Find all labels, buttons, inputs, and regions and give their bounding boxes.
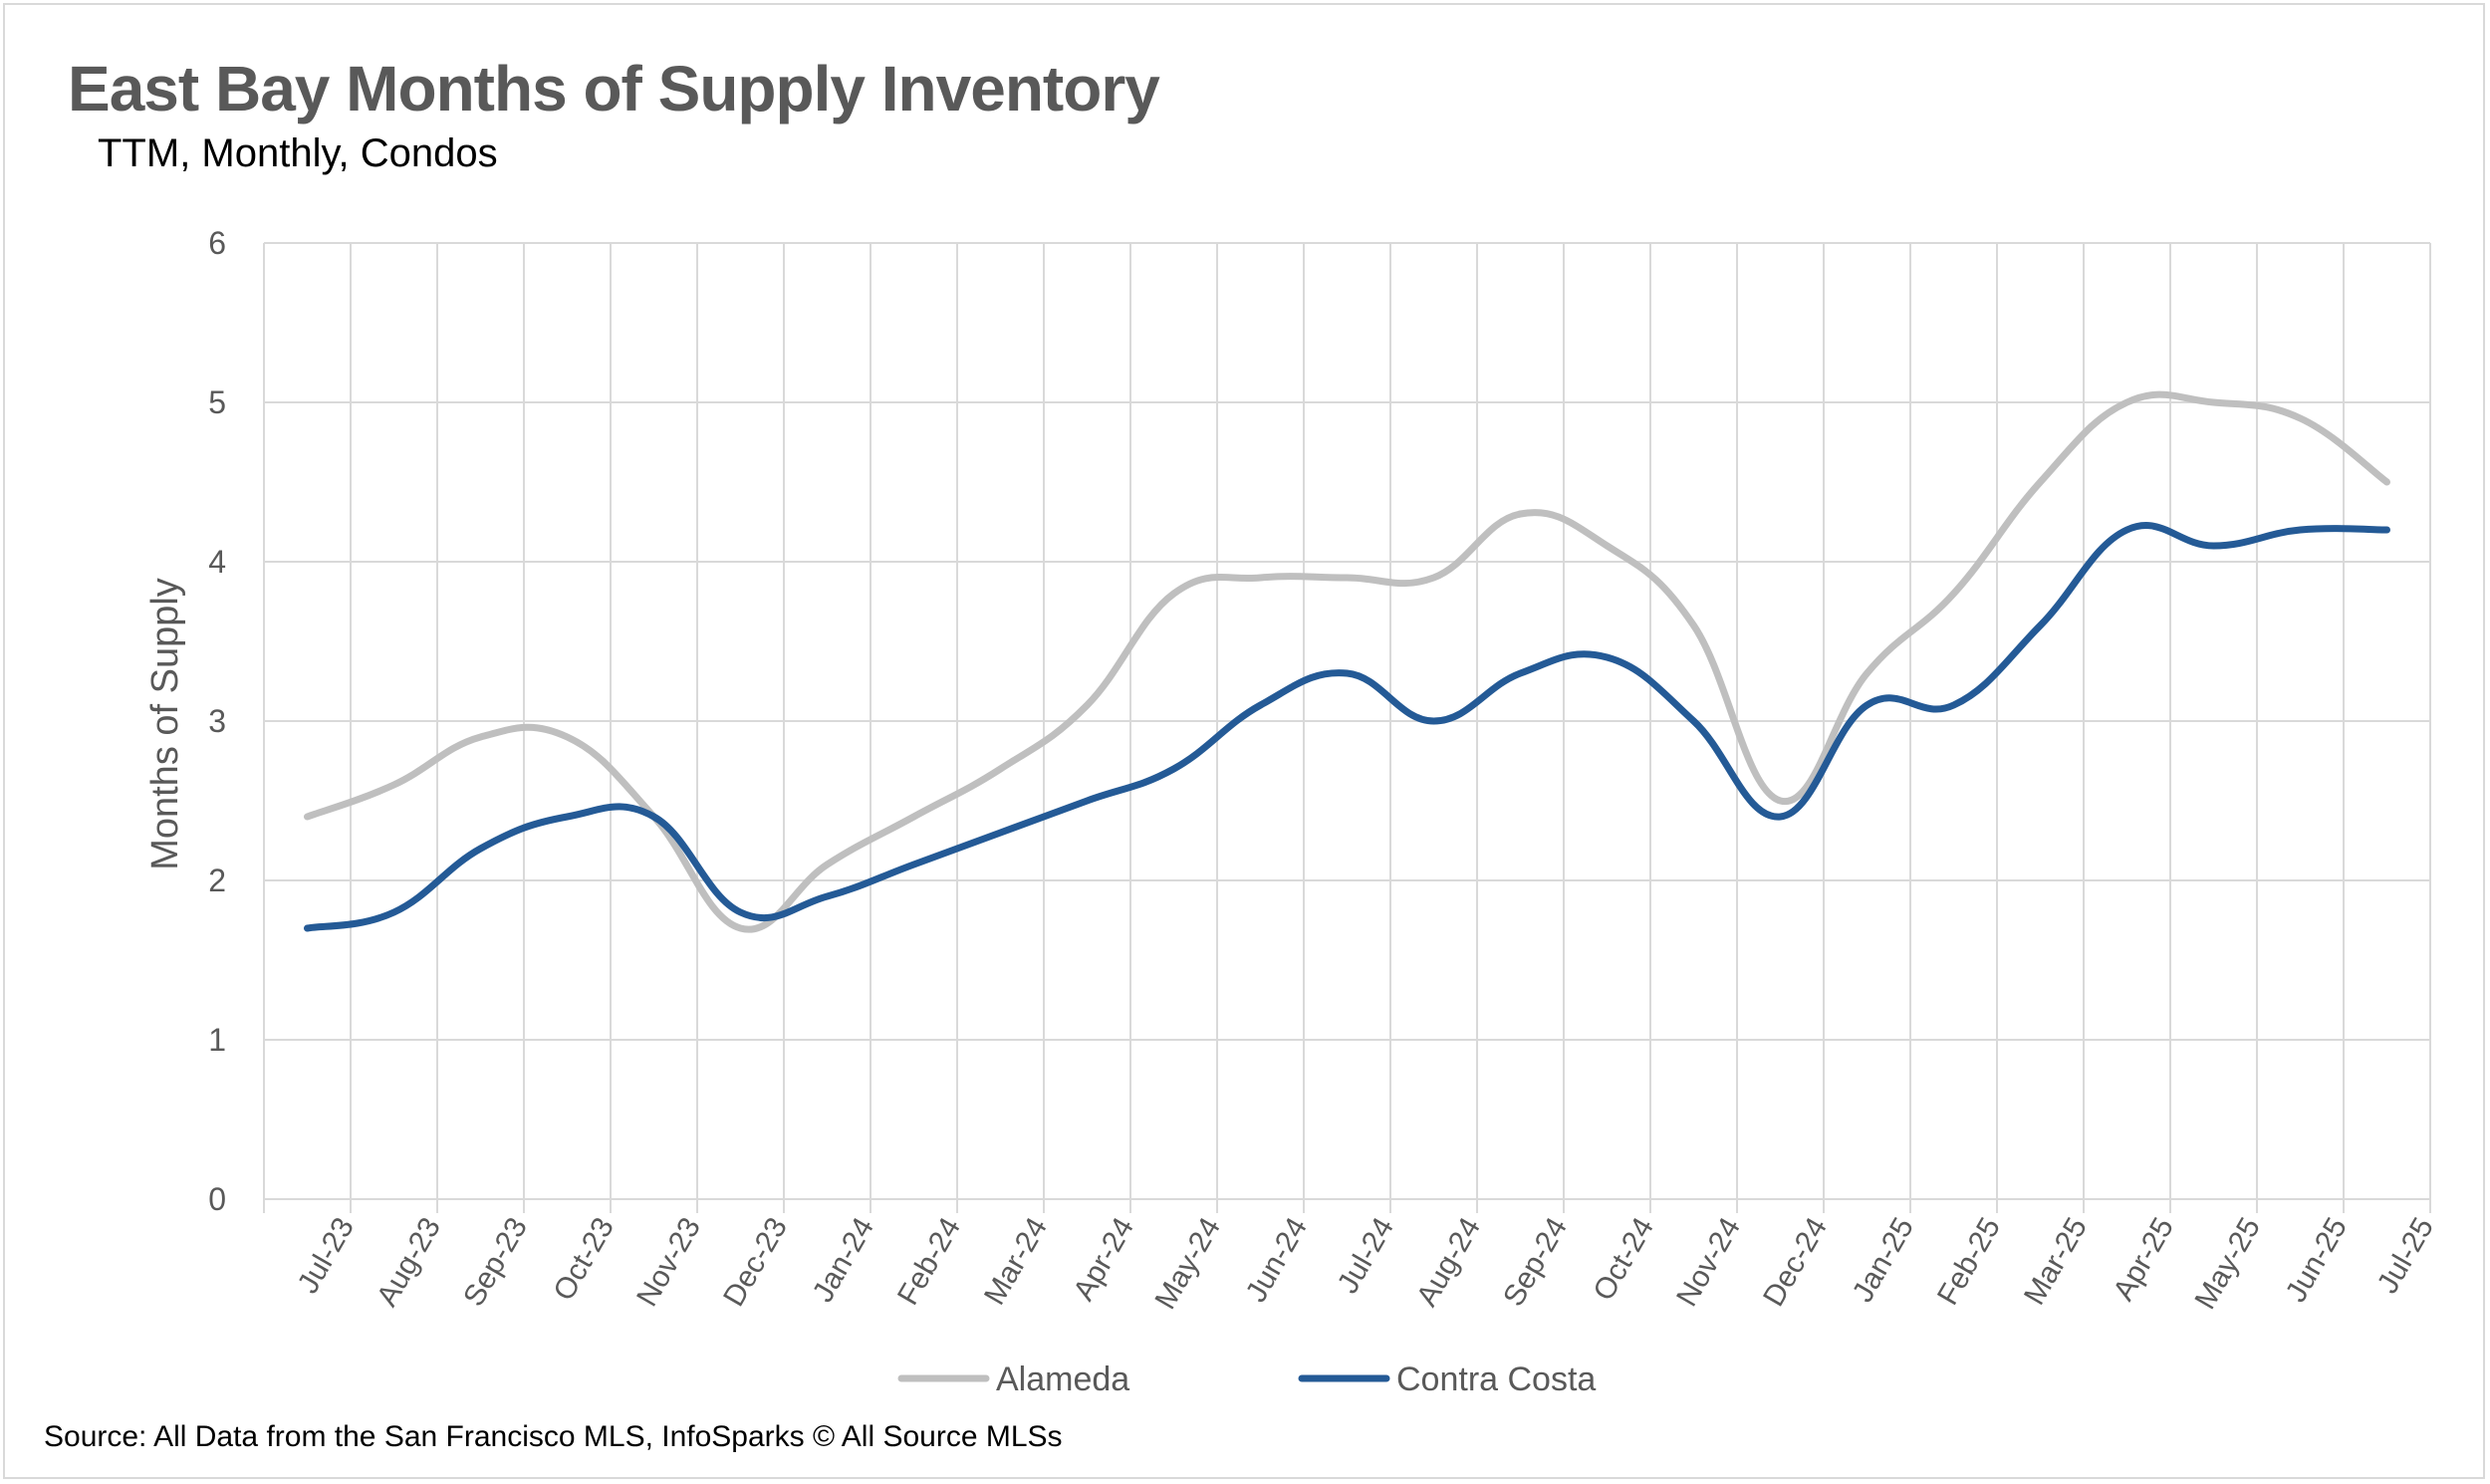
y-tick-label: 4 bbox=[208, 544, 226, 580]
series-lines bbox=[304, 390, 2390, 933]
gridlines bbox=[263, 242, 2431, 1213]
x-tick-label: Dec-23 bbox=[717, 1212, 794, 1312]
x-tick-label: May-24 bbox=[1148, 1212, 1227, 1315]
x-tick-label: Sep-23 bbox=[457, 1212, 534, 1312]
x-tick-label: Oct-23 bbox=[547, 1212, 621, 1306]
source-note: Source: All Data from the San Francisco … bbox=[44, 1420, 1063, 1453]
x-tick-label: Aug-23 bbox=[371, 1212, 447, 1312]
legend-label: Contra Costa bbox=[1396, 1360, 1596, 1398]
y-tick-labels: 0 1 2 3 4 5 6 bbox=[208, 225, 226, 1217]
x-tick-label: Feb-24 bbox=[891, 1212, 967, 1311]
x-tick-label: Jan-24 bbox=[807, 1212, 880, 1308]
chart-frame bbox=[3, 3, 2485, 1479]
y-tick-label: 5 bbox=[208, 384, 226, 420]
y-tick-label: 2 bbox=[208, 863, 226, 898]
x-tick-label: Oct-24 bbox=[1587, 1212, 1660, 1306]
y-tick-label: 3 bbox=[208, 703, 226, 739]
y-tick-label: 6 bbox=[208, 225, 226, 261]
x-tick-label: Jul-24 bbox=[1332, 1212, 1400, 1299]
y-axis-title: Months of Supply bbox=[144, 578, 186, 870]
x-tick-label: Apr-24 bbox=[1067, 1212, 1140, 1306]
chart-subtitle: TTM, Monthly, Condos bbox=[98, 131, 498, 175]
legend: Alameda Contra Costa bbox=[897, 1360, 1596, 1398]
x-tick-label: Aug-24 bbox=[1410, 1212, 1487, 1312]
x-tick-label: May-25 bbox=[2188, 1212, 2267, 1315]
x-tick-label: Nov-24 bbox=[1670, 1212, 1747, 1312]
x-tick-label: Mar-25 bbox=[2018, 1212, 2094, 1311]
series-line-alameda bbox=[304, 390, 2390, 933]
legend-label: Alameda bbox=[996, 1360, 1129, 1398]
y-tick-label: 0 bbox=[208, 1181, 226, 1217]
chart-title: East Bay Months of Supply Inventory bbox=[68, 53, 1160, 124]
x-tick-labels: Jul-23 Aug-23 Sep-23 Oct-23 Nov-23 Dec-23 Jan-… bbox=[292, 1212, 2440, 1315]
x-tick-label: Nov-23 bbox=[630, 1212, 707, 1312]
x-tick-label: Sep-24 bbox=[1497, 1212, 1574, 1312]
x-tick-label: Jul-25 bbox=[2371, 1212, 2440, 1299]
x-tick-label: Mar-24 bbox=[978, 1212, 1054, 1311]
x-tick-label: Jan-25 bbox=[1847, 1212, 1920, 1308]
x-tick-label: Apr-25 bbox=[2107, 1212, 2180, 1306]
y-tick-label: 1 bbox=[208, 1022, 226, 1058]
x-tick-label: Feb-25 bbox=[1931, 1212, 2007, 1311]
series-line-contra-costa bbox=[304, 522, 2390, 932]
x-tick-label: Jun-25 bbox=[2280, 1212, 2354, 1308]
x-tick-label: Jun-24 bbox=[1240, 1212, 1314, 1308]
x-tick-label: Jul-23 bbox=[292, 1212, 361, 1299]
x-tick-label: Dec-24 bbox=[1757, 1212, 1834, 1312]
